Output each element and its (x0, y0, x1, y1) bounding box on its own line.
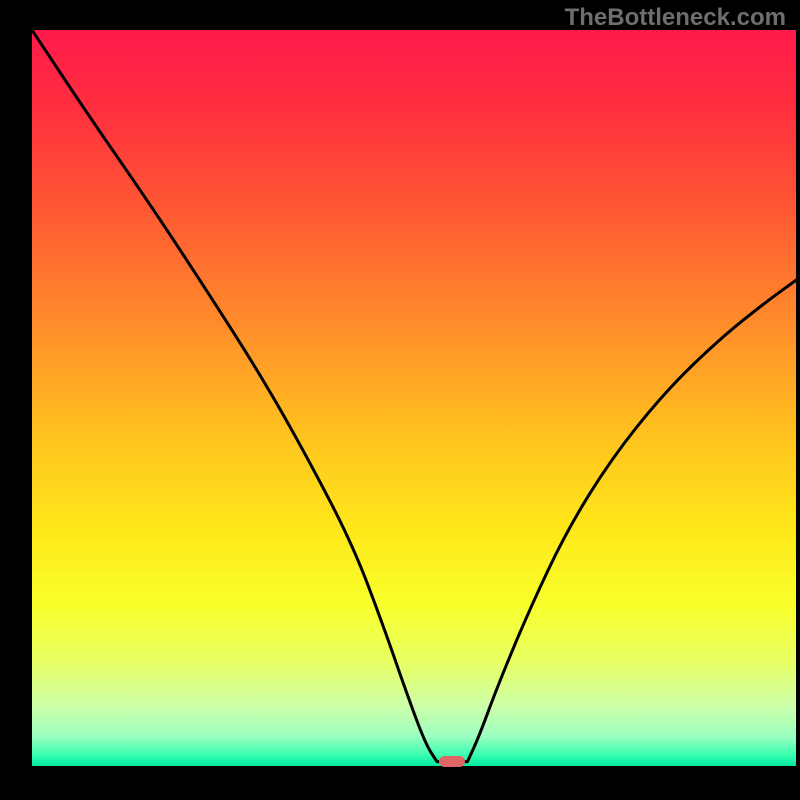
chart-svg (32, 30, 796, 766)
gradient-background (32, 30, 796, 766)
watermark-text: TheBottleneck.com (565, 4, 786, 32)
plot-area (32, 30, 796, 766)
optimal-point-marker (439, 756, 465, 768)
